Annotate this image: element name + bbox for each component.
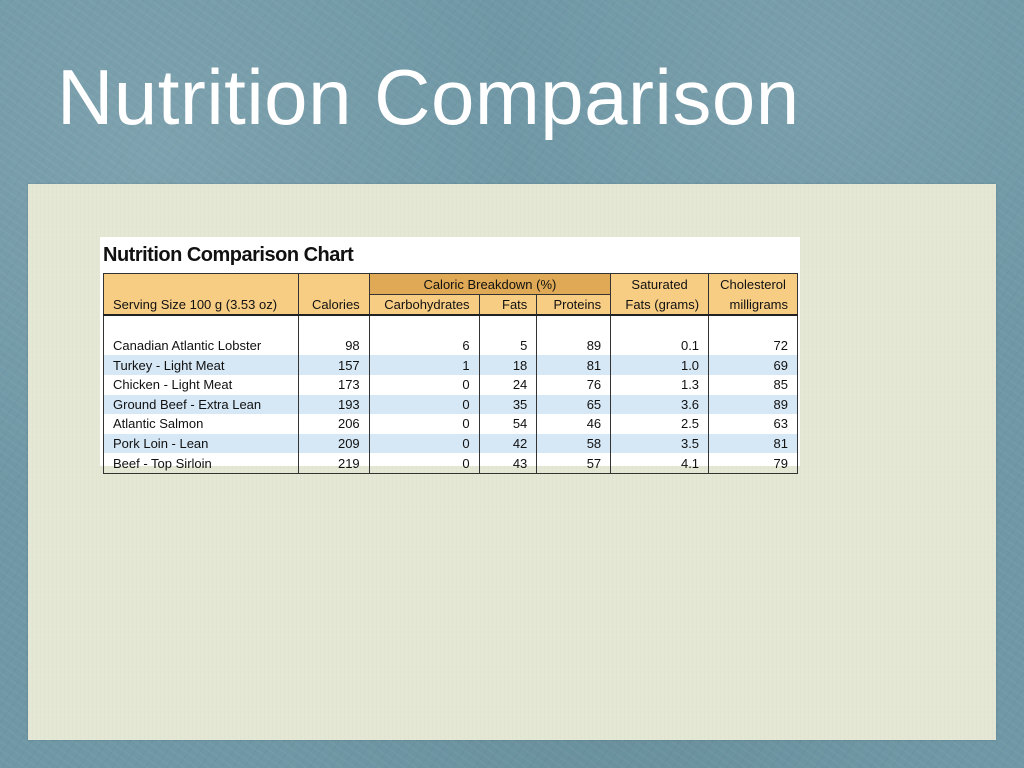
header-cholesterol-top: Cholesterol bbox=[708, 273, 798, 295]
header-calories: Calories bbox=[297, 294, 370, 317]
header-saturated-bottom: Fats (grams) bbox=[610, 294, 710, 317]
calories-value: 157 bbox=[297, 355, 370, 375]
saturated-fat-value: 3.6 bbox=[610, 394, 710, 415]
cholesterol-value: 79 bbox=[708, 453, 798, 474]
food-name: Chicken - Light Meat bbox=[103, 374, 299, 395]
cholesterol-value: 63 bbox=[708, 414, 798, 434]
fats-value: 18 bbox=[478, 355, 538, 375]
food-name: Canadian Atlantic Lobster bbox=[103, 335, 299, 356]
table-row: Canadian Atlantic Lobster 98 6 5 89 0.1 … bbox=[103, 335, 798, 356]
header-serving-size: Serving Size 100 g (3.53 oz) bbox=[103, 294, 299, 317]
food-name: Ground Beef - Extra Lean bbox=[103, 394, 299, 415]
food-name: Pork Loin - Lean bbox=[103, 433, 299, 454]
proteins-value: 57 bbox=[536, 453, 612, 474]
saturated-fat-value: 1.0 bbox=[610, 355, 710, 375]
cholesterol-value: 69 bbox=[708, 355, 798, 375]
food-name: Turkey - Light Meat bbox=[103, 355, 299, 375]
header-row-columns: Serving Size 100 g (3.53 oz) Calories Ca… bbox=[103, 294, 798, 317]
header-fats: Fats bbox=[478, 294, 538, 317]
cholesterol-value: 81 bbox=[708, 433, 798, 454]
header-row-group: Caloric Breakdown (%) Saturated Choleste… bbox=[103, 273, 798, 295]
fats-value: 5 bbox=[478, 335, 538, 356]
header-caloric-breakdown: Caloric Breakdown (%) bbox=[368, 273, 612, 295]
header-proteins: Proteins bbox=[536, 294, 612, 317]
header-carbohydrates: Carbohydrates bbox=[368, 294, 480, 317]
proteins-value: 58 bbox=[536, 433, 612, 454]
nutrition-chart: Nutrition Comparison Chart Caloric Break… bbox=[100, 237, 800, 474]
calories-value: 209 bbox=[297, 433, 370, 454]
calories-value: 219 bbox=[297, 453, 370, 474]
food-name: Atlantic Salmon bbox=[103, 414, 299, 434]
saturated-fat-value: 4.1 bbox=[610, 453, 710, 474]
table-row: Beef - Top Sirloin 219 0 43 57 4.1 79 bbox=[103, 453, 798, 474]
slide-title: Nutrition Comparison bbox=[57, 53, 800, 141]
food-name: Beef - Top Sirloin bbox=[103, 453, 299, 474]
carbs-value: 0 bbox=[368, 433, 480, 454]
chart-title: Nutrition Comparison Chart bbox=[103, 244, 354, 266]
calories-value: 206 bbox=[297, 414, 370, 434]
carbs-value: 0 bbox=[368, 453, 480, 474]
carbs-value: 0 bbox=[368, 374, 480, 395]
cholesterol-value: 72 bbox=[708, 335, 798, 356]
saturated-fat-value: 0.1 bbox=[610, 335, 710, 356]
header-saturated-top: Saturated bbox=[610, 273, 710, 295]
table-row: Turkey - Light Meat 157 1 18 81 1.0 69 bbox=[103, 355, 798, 375]
fats-value: 54 bbox=[478, 414, 538, 434]
table-row: Pork Loin - Lean 209 0 42 58 3.5 81 bbox=[103, 433, 798, 454]
carbs-value: 6 bbox=[368, 335, 480, 356]
table-row: Ground Beef - Extra Lean 193 0 35 65 3.6… bbox=[103, 394, 798, 415]
proteins-value: 65 bbox=[536, 394, 612, 415]
calories-value: 173 bbox=[297, 374, 370, 395]
saturated-fat-value: 3.5 bbox=[610, 433, 710, 454]
header-cholesterol-bottom: milligrams bbox=[708, 294, 798, 317]
cholesterol-value: 85 bbox=[708, 374, 798, 395]
proteins-value: 89 bbox=[536, 335, 612, 356]
proteins-value: 81 bbox=[536, 355, 612, 375]
nutrition-table: Caloric Breakdown (%) Saturated Choleste… bbox=[103, 273, 798, 474]
proteins-value: 46 bbox=[536, 414, 612, 434]
table-row: Chicken - Light Meat 173 0 24 76 1.3 85 bbox=[103, 374, 798, 395]
cholesterol-value: 89 bbox=[708, 394, 798, 415]
saturated-fat-value: 1.3 bbox=[610, 374, 710, 395]
header-blank-calories bbox=[297, 273, 370, 295]
fats-value: 43 bbox=[478, 453, 538, 474]
spacer-row bbox=[103, 315, 798, 336]
proteins-value: 76 bbox=[536, 374, 612, 395]
carbs-value: 0 bbox=[368, 414, 480, 434]
table-row: Atlantic Salmon 206 0 54 46 2.5 63 bbox=[103, 414, 798, 434]
fats-value: 24 bbox=[478, 374, 538, 395]
calories-value: 193 bbox=[297, 394, 370, 415]
saturated-fat-value: 2.5 bbox=[610, 414, 710, 434]
calories-value: 98 bbox=[297, 335, 370, 356]
carbs-value: 0 bbox=[368, 394, 480, 415]
fats-value: 35 bbox=[478, 394, 538, 415]
carbs-value: 1 bbox=[368, 355, 480, 375]
fats-value: 42 bbox=[478, 433, 538, 454]
header-blank-serving bbox=[103, 273, 299, 295]
